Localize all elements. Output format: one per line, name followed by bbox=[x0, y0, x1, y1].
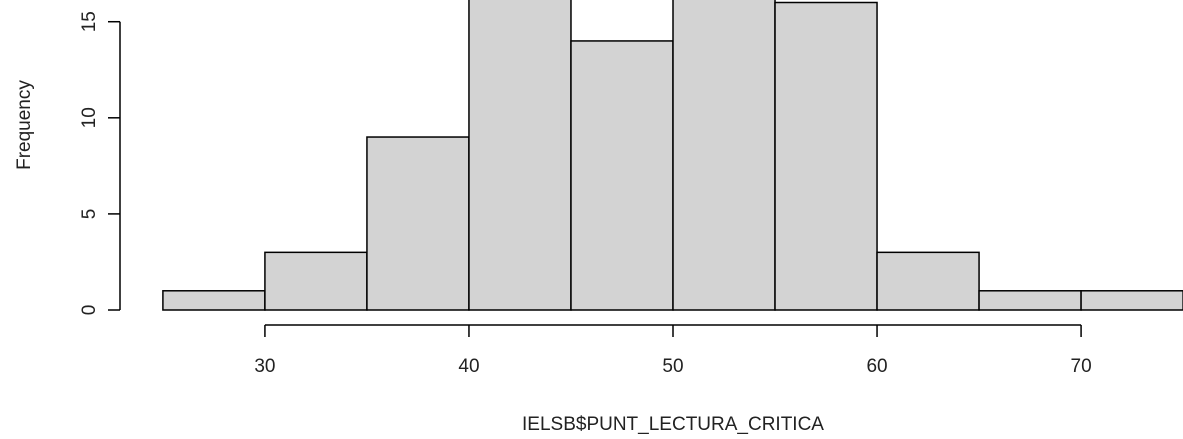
y-tick-label: 15 bbox=[79, 11, 100, 32]
bar bbox=[264, 251, 368, 311]
x-tick-label: 30 bbox=[254, 356, 275, 377]
y-tick-label: 5 bbox=[79, 209, 100, 220]
bar bbox=[570, 40, 674, 311]
bar bbox=[162, 290, 266, 311]
x-tick-label: 70 bbox=[1071, 356, 1092, 377]
bar bbox=[672, 0, 776, 311]
bar bbox=[366, 136, 470, 311]
bar bbox=[978, 290, 1082, 311]
bar bbox=[774, 1, 878, 311]
x-tick-label: 60 bbox=[866, 356, 887, 377]
y-tick-label: 0 bbox=[79, 305, 100, 316]
y-axis-label: Frequency bbox=[14, 80, 35, 170]
y-tick-label: 10 bbox=[79, 107, 100, 128]
bar bbox=[468, 0, 572, 311]
x-tick-label: 40 bbox=[458, 356, 479, 377]
x-tick-label: 50 bbox=[662, 356, 683, 377]
bar bbox=[876, 251, 980, 311]
x-axis-label: IELSB$PUNT_LECTURA_CRITICA bbox=[522, 414, 824, 435]
bar bbox=[1080, 290, 1183, 311]
